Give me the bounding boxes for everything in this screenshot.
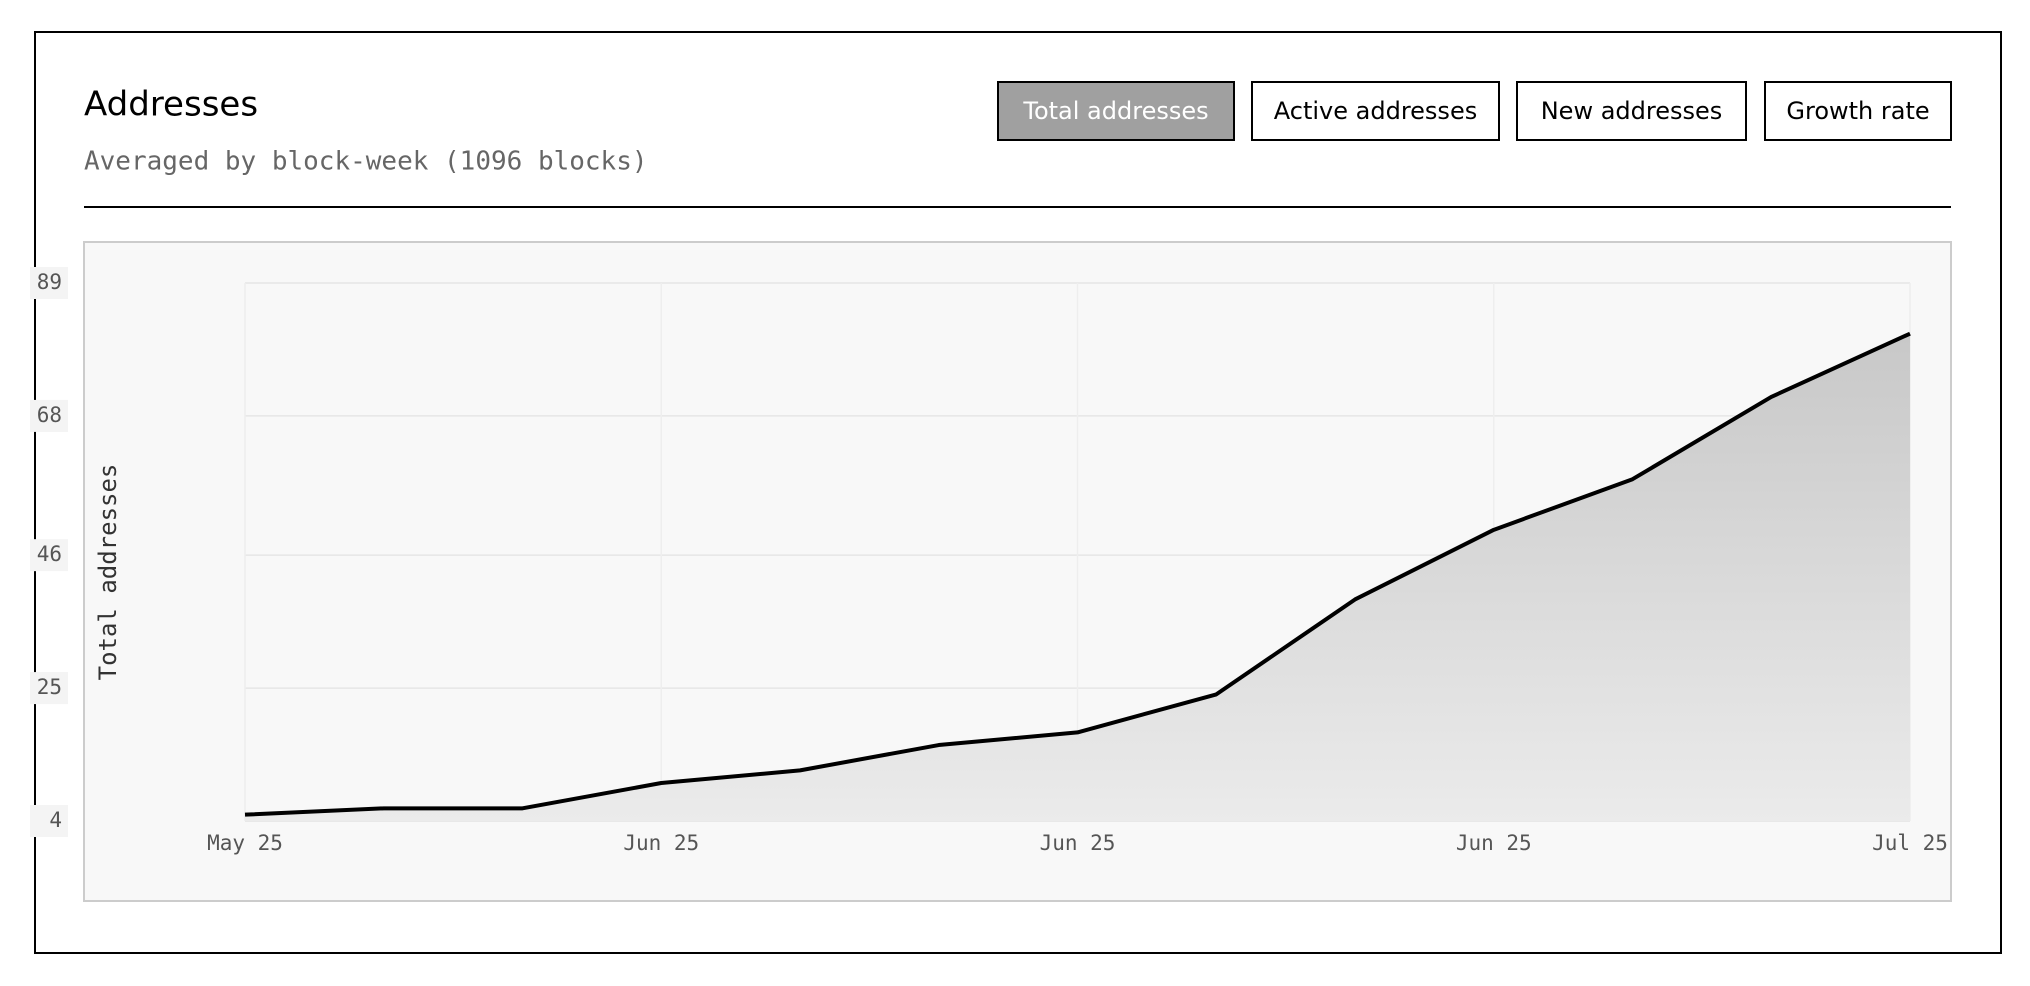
y-tick-label: 46: [37, 542, 62, 566]
y-tick-label: 25: [37, 675, 62, 699]
x-tick-label: Jun 25: [1456, 831, 1532, 855]
y-tick-bg: [30, 672, 68, 705]
x-tick-label: Jun 25: [1040, 831, 1116, 855]
y-tick-label: 4: [49, 808, 62, 832]
area-fill: [245, 333, 1910, 821]
tab-button-label[interactable]: New addresses: [1541, 97, 1723, 125]
tab-button[interactable]: [1251, 81, 1500, 141]
x-tick-label: May 25: [207, 831, 283, 855]
y-tick-bg: [30, 267, 68, 299]
y-tick-bg: [30, 399, 68, 432]
x-tick-label: Jul 25: [1872, 831, 1948, 855]
tab-button-label[interactable]: Growth rate: [1786, 97, 1929, 125]
tab-button[interactable]: [1516, 81, 1747, 141]
tab-button-label[interactable]: Active addresses: [1274, 97, 1477, 125]
tab-button[interactable]: [997, 81, 1235, 141]
y-axis-title: Total addresses: [94, 464, 122, 681]
tab-button[interactable]: [1764, 81, 1952, 141]
x-tick-label: Jun 25: [623, 831, 699, 855]
panel: [34, 31, 2002, 954]
y-tick-label: 89: [37, 270, 62, 294]
tab-button-label[interactable]: Total addresses: [1022, 97, 1208, 125]
y-tick-bg: [30, 805, 68, 837]
y-tick-bg: [30, 539, 68, 572]
line: [244, 331, 1911, 817]
y-tick-label: 68: [37, 403, 62, 427]
subtitle: Averaged by block-week (1096 blocks): [84, 147, 648, 177]
title: Addresses: [84, 85, 258, 125]
